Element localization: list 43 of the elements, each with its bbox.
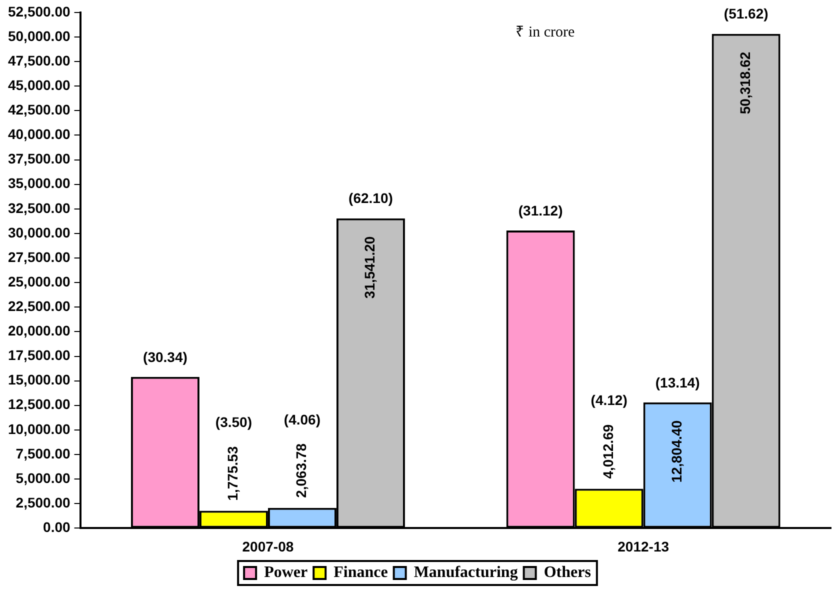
y-tick-label: 30,000.00 (8, 224, 70, 240)
legend-label: Finance (334, 564, 388, 582)
y-tick-label: 15,000.00 (8, 372, 70, 388)
data-label: 50,318.62 (736, 52, 753, 114)
y-tick-label: 22,500.00 (8, 298, 70, 314)
annotation: ₹ in crore (516, 24, 576, 40)
y-tick-label: 32,500.00 (8, 200, 70, 216)
annotation: (62.10) (348, 190, 393, 206)
annotation: (31.12) (518, 202, 563, 218)
annotation: (4.06) (284, 411, 320, 428)
data-label: 1,775.53 (224, 446, 241, 501)
y-tick-label: 37,500.00 (8, 150, 70, 167)
y-tick-label: 52,500.00 (8, 3, 70, 20)
legend-label: Others (544, 564, 591, 582)
y-tick-label: 10,000.00 (8, 420, 70, 437)
legend-label: Power (264, 564, 308, 582)
y-tick-label: 5,000.00 (16, 470, 70, 486)
data-label: 2,063.78 (293, 443, 310, 498)
legend-label: Manufacturing (414, 564, 518, 582)
y-tick-label: 27,500.00 (8, 248, 70, 265)
y-tick-label: 35,000.00 (8, 175, 70, 192)
annotation: (3.50) (215, 414, 252, 430)
y-tick-label: 0.00 (43, 519, 70, 536)
y-tick-label: 17,500.00 (8, 347, 70, 364)
data-label: 12,804.40 (668, 420, 684, 483)
y-tick-label: 25,000.00 (8, 273, 70, 290)
y-tick-label: 7,500.00 (16, 445, 70, 462)
y-tick-label: 45,000.00 (8, 76, 70, 93)
x-tick-label: 2007-08 (242, 538, 294, 554)
y-tick-label: 40,000.00 (8, 126, 70, 142)
data-label: 4,012.69 (600, 424, 616, 479)
x-tick-label: 2012-13 (618, 538, 670, 554)
y-tick-label: 20,000.00 (8, 322, 70, 339)
annotation: (13.14) (655, 374, 700, 390)
y-tick-label: 2,500.00 (16, 494, 70, 510)
y-tick-label: 42,500.00 (8, 102, 70, 118)
annotation: (51.62) (724, 6, 768, 22)
y-tick-label: 50,000.00 (8, 28, 70, 44)
y-tick-label: 12,500.00 (8, 396, 70, 412)
data-label: 31,541.20 (362, 236, 378, 299)
annotation: (4.12) (590, 392, 628, 408)
y-tick-label: 47,500.00 (8, 52, 70, 68)
annotation: (30.34) (143, 348, 188, 365)
